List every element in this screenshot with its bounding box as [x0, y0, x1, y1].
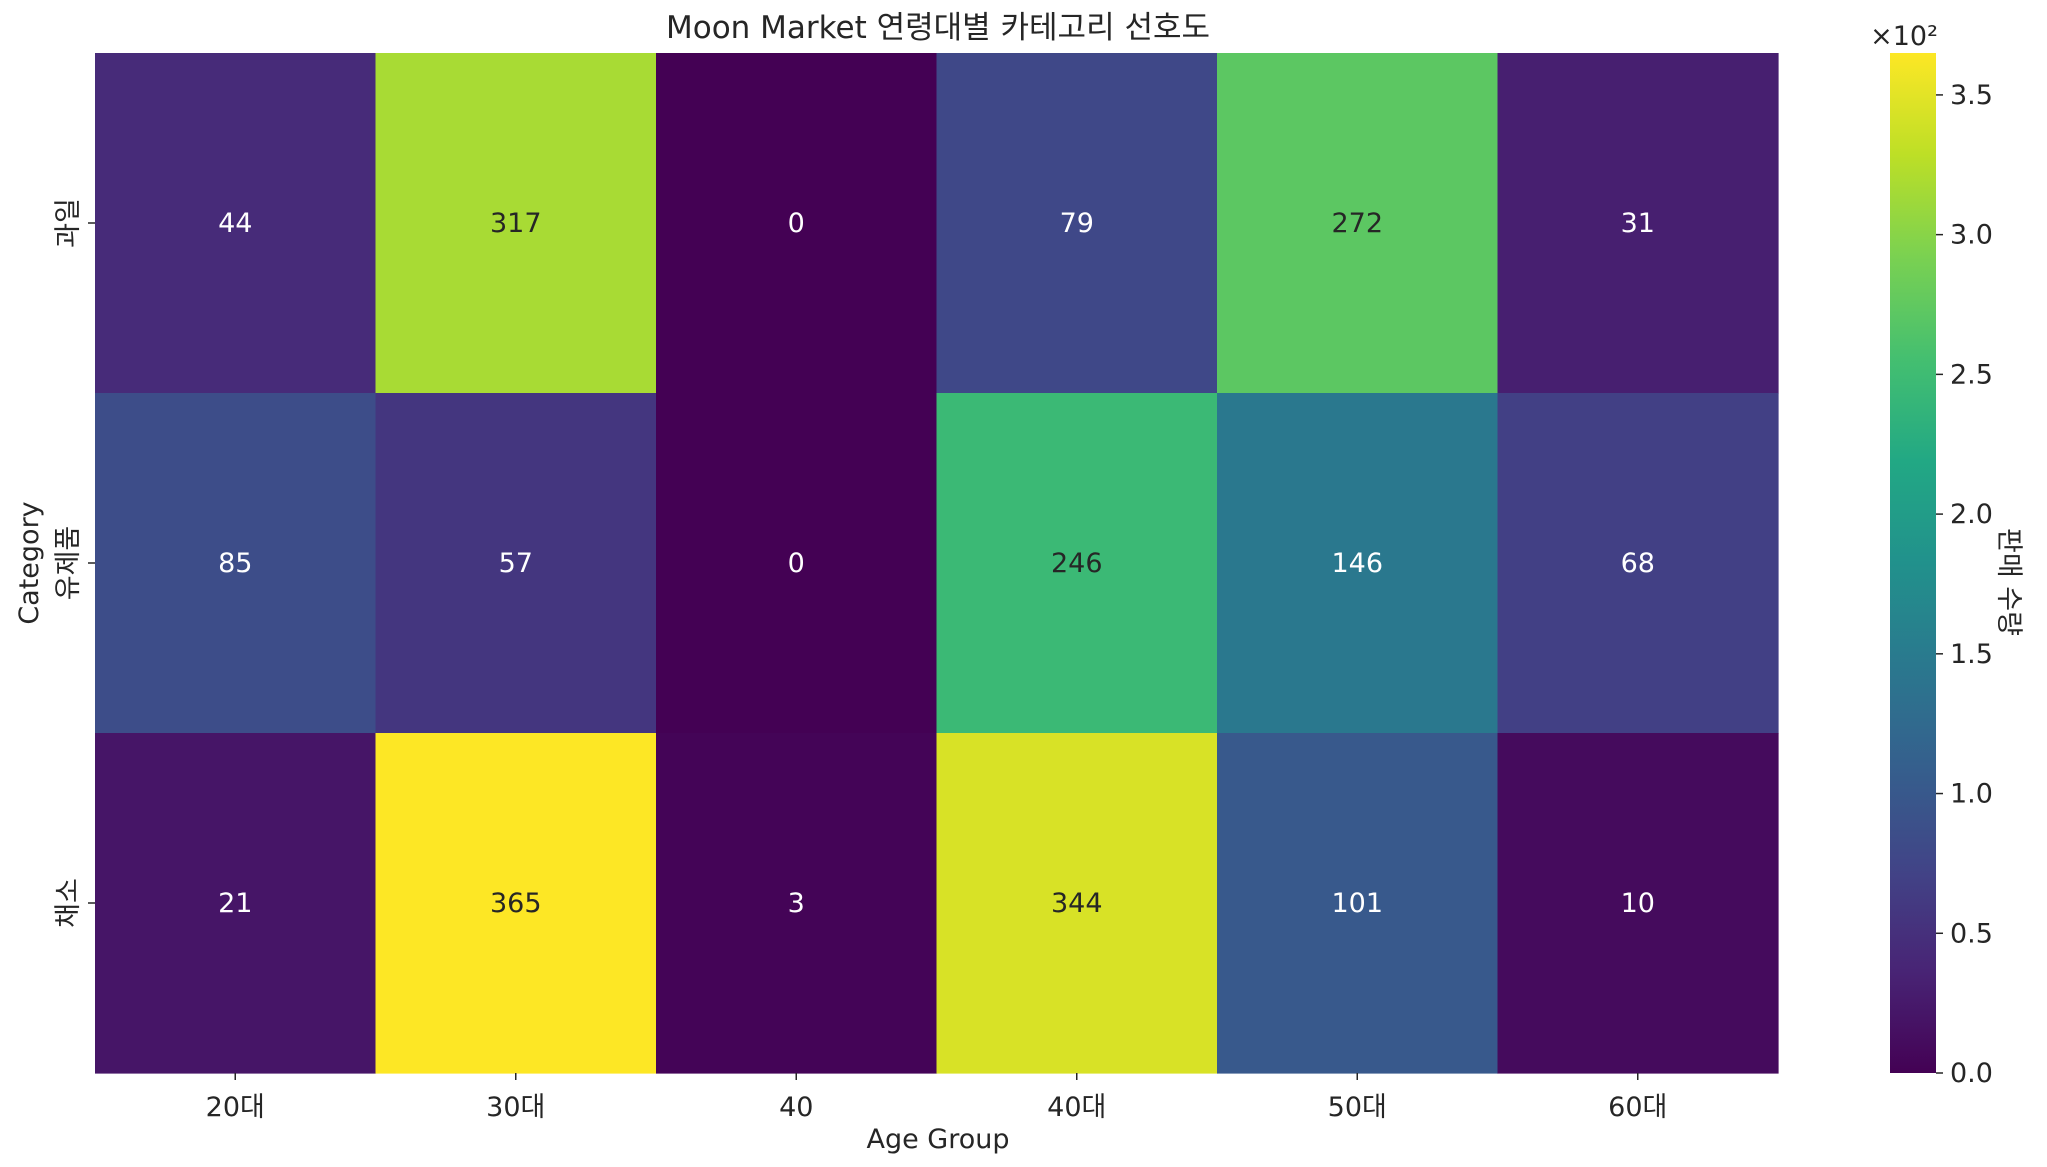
cell-value-label: 246 — [1051, 548, 1103, 579]
heatmap-cell — [1217, 393, 1499, 734]
x-axis-label: Age Group — [866, 1124, 1009, 1155]
x-tick-label: 40 — [779, 1092, 813, 1123]
heatmap-cell — [1497, 733, 1779, 1074]
cell-value-label: 85 — [218, 548, 252, 579]
x-tick-label: 50대 — [1328, 1092, 1387, 1123]
cell-value-label: 3 — [788, 888, 805, 919]
x-axis: 20대 30대 40 40대 50대 60대 — [206, 1073, 1667, 1123]
y-tick-label: 유제품 — [53, 526, 84, 601]
heatmap-cell — [936, 393, 1218, 734]
cell-value-label: 21 — [218, 888, 252, 919]
cell-value-label: 0 — [788, 548, 805, 579]
heatmap-cell — [936, 53, 1218, 394]
colorbar-tick-label: 3.0 — [1950, 220, 1993, 251]
cell-value-label: 344 — [1051, 888, 1103, 919]
heatmap-cell — [95, 53, 377, 394]
cell-value-label: 0 — [788, 208, 805, 239]
heatmap-cells: 44 317 0 79 272 31 85 57 0 246 146 68 21 365 3 344 101 10 — [95, 53, 1779, 1074]
x-tick-label: 30대 — [486, 1092, 545, 1123]
heatmap-cell — [375, 393, 657, 734]
colorbar-ticks: 0.0 0.5 1.0 1.5 2.0 2.5 3.0 3.5 — [1936, 80, 1993, 1089]
heatmap-cell — [656, 393, 938, 734]
cell-value-label: 272 — [1331, 208, 1383, 239]
heatmap-cell — [656, 53, 938, 394]
cell-value-label: 10 — [1621, 888, 1655, 919]
x-tick-label: 20대 — [206, 1092, 265, 1123]
colorbar-tick-label: 1.0 — [1950, 779, 1993, 810]
chart-title: Moon Market 연령대별 카테고리 선호도 — [666, 10, 1210, 46]
colorbar-tick-label: 2.5 — [1950, 359, 1993, 390]
y-tick-label: 과일 — [53, 198, 84, 248]
cell-value-label: 365 — [490, 888, 542, 919]
cell-value-label: 68 — [1621, 548, 1655, 579]
cell-value-label: 79 — [1060, 208, 1094, 239]
colorbar-label: 판매 수량 — [1993, 528, 2024, 636]
heatmap-cell — [656, 733, 938, 1074]
colorbar-tick-label: 0.0 — [1950, 1058, 1993, 1089]
cell-value-label: 101 — [1331, 888, 1383, 919]
y-axis-label: Category — [14, 501, 45, 624]
colorbar-tick-label: 2.0 — [1950, 499, 1993, 530]
heatmap-cell — [375, 53, 657, 394]
cell-value-label: 146 — [1331, 548, 1383, 579]
cell-value-label: 57 — [499, 548, 533, 579]
cell-value-label: 31 — [1621, 208, 1655, 239]
cell-value-label: 317 — [490, 208, 542, 239]
heatmap-cell — [1497, 393, 1779, 734]
colorbar-tick-label: 3.5 — [1950, 80, 1993, 111]
heatmap-cell — [1497, 53, 1779, 394]
colorbar-gradient — [1890, 53, 1936, 1073]
heatmap-cell — [375, 733, 657, 1074]
heatmap-cell — [95, 393, 377, 734]
heatmap-cell — [1217, 733, 1499, 1074]
x-tick-label: 60대 — [1608, 1092, 1667, 1123]
cell-value-label: 44 — [218, 208, 252, 239]
heatmap-cell — [936, 733, 1218, 1074]
heatmap-cell — [1217, 53, 1499, 394]
colorbar-multiplier: ×10² — [1870, 21, 1938, 52]
colorbar: 0.0 0.5 1.0 1.5 2.0 2.5 3.0 3.5 ×10² 판매 수량 — [1870, 21, 2024, 1089]
heatmap-cell — [95, 733, 377, 1074]
x-tick-label: 40대 — [1047, 1092, 1106, 1123]
colorbar-tick-label: 0.5 — [1950, 918, 1993, 949]
y-tick-label: 채소 — [53, 878, 84, 928]
colorbar-tick-label: 1.5 — [1950, 639, 1993, 670]
